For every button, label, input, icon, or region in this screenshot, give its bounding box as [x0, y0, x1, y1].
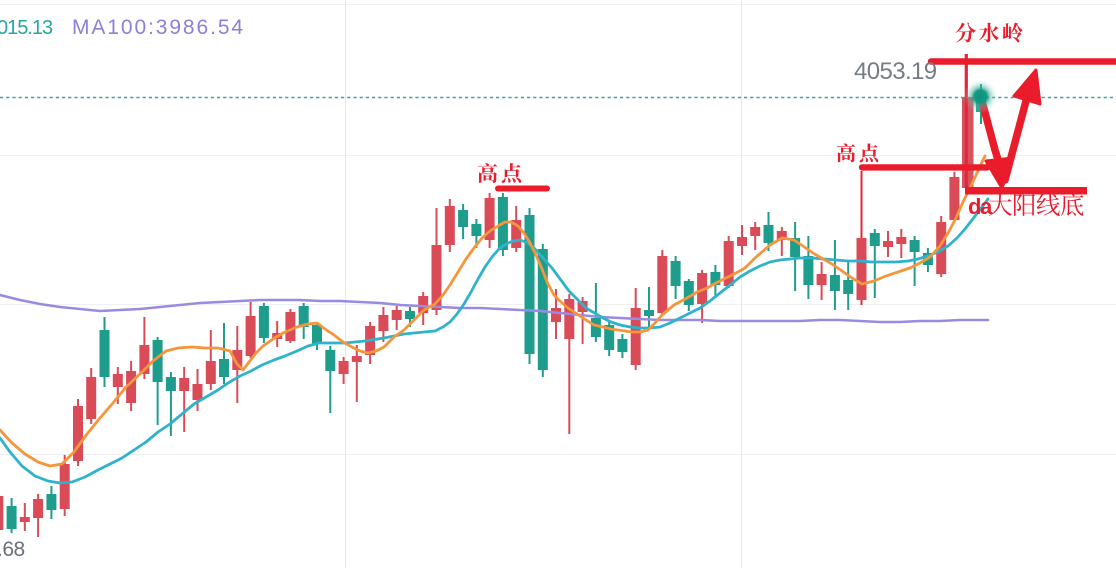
svg-text:.68: .68 [0, 538, 25, 561]
svg-text:MA100:3986.54: MA100:3986.54 [72, 16, 245, 39]
svg-text:da: da [968, 194, 993, 219]
svg-text:4053.19: 4053.19 [854, 58, 937, 85]
svg-text:015.13: 015.13 [0, 17, 53, 39]
